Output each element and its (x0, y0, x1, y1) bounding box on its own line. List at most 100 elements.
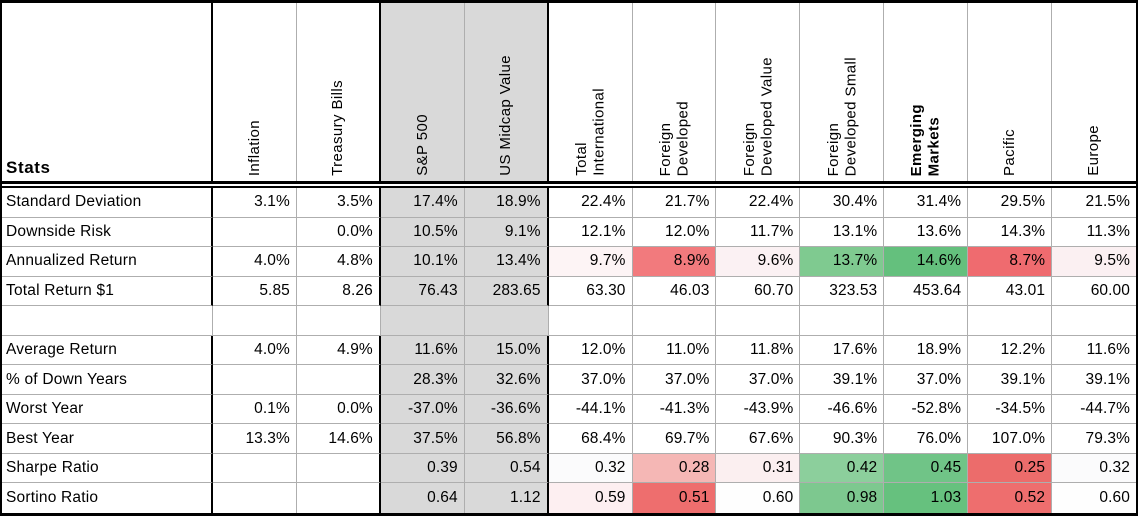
data-cell: 79.3% (1052, 424, 1136, 454)
data-cell: 13.7% (800, 247, 885, 277)
data-cell: 90.3% (800, 424, 885, 454)
row-label: Downside Risk (2, 217, 213, 248)
data-cell (464, 306, 549, 336)
column-header: Europe (1052, 3, 1136, 181)
data-cell: 14.3% (968, 217, 1053, 248)
data-cell: 39.1% (1052, 365, 1136, 395)
data-cell (296, 453, 381, 484)
data-cell (296, 306, 381, 336)
data-cell (297, 483, 381, 513)
data-cell: 30.4% (800, 188, 885, 218)
row-label: Total Return $1 (2, 276, 213, 307)
row-label: Worst Year (2, 394, 213, 425)
data-cell: 46.03 (632, 276, 717, 307)
data-cell (632, 306, 717, 336)
data-cell: 11.3% (1052, 218, 1136, 248)
data-cell (380, 306, 465, 336)
data-cell: 37.0% (716, 365, 801, 395)
row-label: Annualized Return (2, 247, 213, 277)
data-cell: 0.60 (1052, 483, 1136, 513)
data-cell: 37.0% (884, 365, 969, 395)
column-header-label: Europe (1085, 125, 1103, 176)
data-cell: 15.0% (464, 335, 549, 366)
column-header-label: Total International (572, 88, 608, 176)
stats-corner-label: Stats (2, 3, 213, 181)
data-cell: 18.9% (464, 188, 549, 218)
row-label: Best Year (2, 424, 213, 454)
data-cell: 13.1% (800, 217, 885, 248)
data-cell: 68.4% (548, 424, 633, 454)
column-header-label: Foreign Developed Small (824, 56, 859, 176)
data-cell: 22.4% (716, 188, 801, 218)
column-header-label: Pacific (1001, 129, 1018, 176)
data-cell (548, 306, 633, 336)
data-cell (1052, 306, 1136, 336)
column-header: Treasury Bills (297, 3, 381, 181)
column-header-label: Emerging Markets (908, 103, 943, 176)
data-cell: 4.8% (296, 247, 381, 277)
data-cell: 0.42 (800, 453, 885, 484)
column-header: Total International (549, 3, 633, 181)
data-cell: 37.5% (380, 424, 465, 454)
data-cell: 9.1% (464, 217, 549, 248)
data-cell: 39.1% (968, 365, 1053, 395)
data-cell: 12.0% (632, 217, 717, 248)
column-header: S&P 500 (380, 3, 465, 181)
column-header: US Midcap Value (464, 3, 549, 181)
data-cell: 0.32 (1052, 453, 1136, 484)
data-cell: 0.31 (716, 453, 801, 484)
data-cell: 11.7% (716, 217, 801, 248)
column-header-label: Foreign Developed (656, 100, 691, 176)
data-cell: 32.6% (464, 365, 549, 395)
row-label: Sharpe Ratio (2, 453, 213, 484)
data-cell: 14.6% (296, 424, 381, 454)
data-cell: -52.8% (884, 394, 969, 425)
data-cell: 60.70 (716, 276, 801, 307)
row-label: Sortino Ratio (2, 483, 213, 513)
row-label: Standard Deviation (2, 188, 213, 218)
column-header: Foreign Developed Value (716, 3, 801, 181)
data-cell: 9.5% (1052, 247, 1136, 277)
column-header-label: Foreign Developed Value (740, 56, 775, 176)
data-cell: 31.4% (884, 188, 969, 218)
data-cell: 1.12 (464, 483, 549, 513)
data-cell: 0.0% (296, 394, 381, 425)
data-cell: 37.0% (632, 365, 717, 395)
data-cell: 29.5% (968, 188, 1053, 218)
data-cell: 4.0% (213, 247, 297, 277)
data-cell: 0.39 (380, 453, 465, 484)
column-header-label: Treasury Bills (329, 80, 347, 176)
data-cell: 0.28 (632, 453, 717, 484)
data-cell: 1.03 (884, 483, 969, 513)
data-cell (884, 306, 969, 336)
column-header: Foreign Developed (633, 3, 717, 181)
data-cell: 17.4% (380, 188, 465, 218)
data-cell: 9.6% (716, 247, 801, 277)
column-header: Inflation (213, 3, 297, 181)
data-cell: 0.32 (548, 453, 633, 484)
data-cell: -43.9% (716, 394, 801, 425)
data-cell: 8.9% (632, 247, 717, 277)
data-cell: 4.0% (213, 335, 297, 366)
data-cell: 0.54 (464, 453, 549, 484)
data-cell (800, 306, 885, 336)
data-cell (213, 217, 297, 248)
column-header-label: Inflation (245, 119, 263, 176)
data-cell: 67.6% (716, 424, 801, 454)
data-cell: 8.7% (968, 247, 1053, 277)
data-cell: 0.52 (968, 483, 1053, 513)
data-cell: 13.3% (213, 424, 297, 454)
data-cell: -37.0% (380, 394, 465, 425)
data-cell: -44.7% (1052, 395, 1136, 425)
data-cell: 12.1% (548, 217, 633, 248)
data-cell: 323.53 (800, 276, 885, 307)
data-cell: -36.6% (464, 394, 549, 425)
data-cell: 22.4% (548, 188, 633, 218)
data-cell (213, 453, 297, 484)
data-cell: 21.5% (1052, 188, 1136, 218)
data-cell: 10.1% (380, 247, 465, 277)
data-cell: 8.26 (296, 276, 381, 307)
data-cell: 0.64 (380, 483, 465, 513)
data-cell: 14.6% (884, 247, 969, 277)
data-cell: 76.43 (380, 276, 465, 307)
